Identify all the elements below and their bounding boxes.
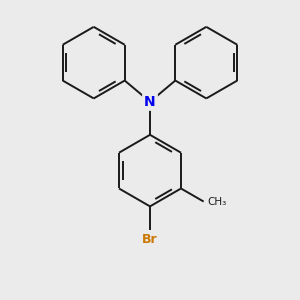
Text: CH₃: CH₃ — [207, 196, 226, 207]
Text: Br: Br — [142, 232, 158, 245]
Text: N: N — [144, 95, 156, 109]
